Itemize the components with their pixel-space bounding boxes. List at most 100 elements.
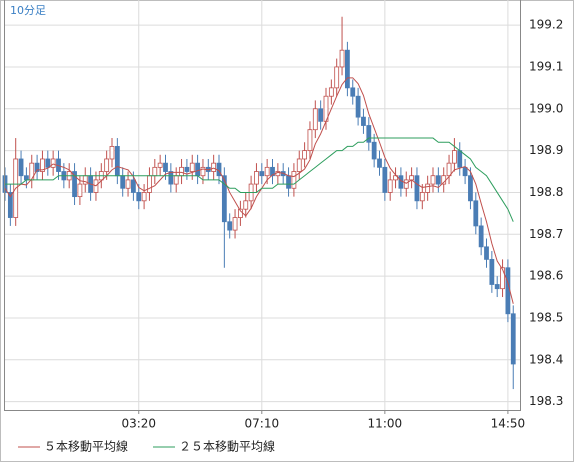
moving-average-line xyxy=(4,77,514,304)
candle-body xyxy=(23,175,29,181)
candle-body xyxy=(72,171,77,198)
candle-body xyxy=(451,150,457,164)
candle-body xyxy=(387,179,393,193)
candle-body xyxy=(184,166,190,172)
candle-body xyxy=(344,49,350,89)
candle-body xyxy=(307,129,313,152)
candle-body xyxy=(221,175,227,223)
candle-body xyxy=(361,116,366,126)
candle-body xyxy=(371,141,377,160)
candle-body xyxy=(120,175,126,189)
candle-body xyxy=(163,162,168,172)
candle-body xyxy=(195,162,201,177)
candle-body xyxy=(152,166,158,177)
candle-body xyxy=(18,158,24,177)
y-tick-label: 198.3 xyxy=(529,394,563,408)
candle-body xyxy=(291,171,297,189)
y-tick-label: 198.6 xyxy=(529,269,563,283)
candle-body xyxy=(270,166,275,177)
candle-body xyxy=(125,179,131,189)
candle-body xyxy=(425,183,431,193)
legend: ５本移動平均線 ２５本移動平均線 xyxy=(18,439,275,454)
y-tick-label: 199.1 xyxy=(529,59,563,73)
candle-body xyxy=(489,258,495,285)
y-tick-label: 198.5 xyxy=(529,310,563,324)
candle-body xyxy=(7,192,13,218)
candle-body xyxy=(243,200,249,210)
candle-body xyxy=(419,192,425,202)
candle-body xyxy=(286,175,291,189)
y-tick-label: 199.2 xyxy=(529,18,563,32)
candle-body xyxy=(109,146,115,160)
y-tick-label: 198.8 xyxy=(529,185,563,199)
candle-body xyxy=(254,171,259,185)
candle-body xyxy=(179,166,184,177)
candle-body xyxy=(334,66,340,89)
candle-body xyxy=(211,162,217,172)
candle-body xyxy=(259,171,265,177)
candle-body xyxy=(157,162,163,168)
candle-body xyxy=(505,267,511,315)
candle-body xyxy=(318,108,324,122)
candle-body xyxy=(232,217,238,231)
candle-body xyxy=(114,146,120,177)
candle-body xyxy=(45,158,51,168)
candle-body xyxy=(468,175,473,202)
candle-body xyxy=(168,171,174,185)
candle-body xyxy=(82,175,88,185)
candle-body xyxy=(200,166,206,177)
candle-body xyxy=(141,192,147,202)
candle-body xyxy=(264,166,270,177)
candle-body xyxy=(484,246,489,260)
x-tick-label: 03:20 xyxy=(121,417,156,431)
candle-body xyxy=(136,192,142,202)
candle-body xyxy=(328,87,334,97)
candle-body xyxy=(50,158,56,168)
candle-body xyxy=(430,175,436,185)
candle-body xyxy=(312,108,318,131)
timeframe-label: 10分足 xyxy=(10,4,46,17)
candle-body xyxy=(457,150,463,168)
candle-body xyxy=(377,158,382,168)
x-tick-label: 11:00 xyxy=(368,417,403,431)
candle-body xyxy=(409,175,415,181)
candle-body xyxy=(296,158,302,172)
candle-body xyxy=(403,179,409,189)
candle-body xyxy=(366,125,372,143)
candle-body xyxy=(510,313,516,365)
candle-body xyxy=(414,175,420,202)
candle-body xyxy=(130,179,136,193)
candle-body xyxy=(382,166,388,193)
candle-body xyxy=(473,200,479,227)
plot xyxy=(2,16,516,390)
x-tick-label: 07:10 xyxy=(245,417,280,431)
candle-body xyxy=(147,175,152,193)
moving-average-line xyxy=(5,137,514,222)
y-tick-label: 198.7 xyxy=(529,227,563,241)
candle-body xyxy=(77,183,83,198)
candle-body xyxy=(398,175,404,189)
candle-body xyxy=(189,162,195,172)
candle-body xyxy=(435,175,441,185)
candle-body xyxy=(339,49,345,68)
candle-body xyxy=(34,162,40,172)
candle-body xyxy=(446,162,452,177)
y-tick-label: 199.0 xyxy=(529,101,563,115)
y-tick-label: 198.4 xyxy=(529,352,563,366)
candle-body xyxy=(40,158,45,172)
candle-body xyxy=(462,166,468,177)
y-tick-label: 198.9 xyxy=(529,143,563,157)
candle-body xyxy=(227,221,233,231)
x-tick-label: 14:50 xyxy=(491,417,526,431)
legend-label: ２５本移動平均線 xyxy=(179,439,275,454)
candle-body xyxy=(350,87,356,97)
candle-body xyxy=(173,175,179,185)
candle-body xyxy=(500,267,505,290)
candle-body xyxy=(478,225,484,248)
legend-label: ５本移動平均線 xyxy=(44,439,128,454)
candle-body xyxy=(355,95,361,118)
candle-body xyxy=(302,150,308,160)
candle-body xyxy=(494,284,500,290)
